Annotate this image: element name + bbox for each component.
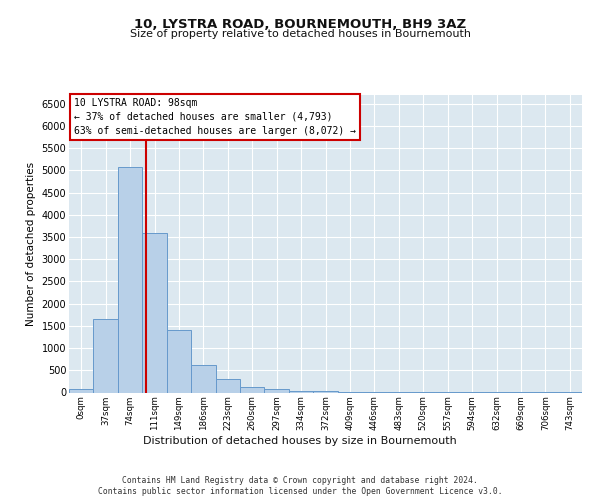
Text: Size of property relative to detached houses in Bournemouth: Size of property relative to detached ho…: [130, 29, 470, 39]
Text: 10 LYSTRA ROAD: 98sqm
← 37% of detached houses are smaller (4,793)
63% of semi-d: 10 LYSTRA ROAD: 98sqm ← 37% of detached …: [74, 98, 356, 136]
Bar: [167, 330, 191, 392]
Bar: [142, 232, 167, 392]
Bar: [289, 390, 313, 392]
Y-axis label: Number of detached properties: Number of detached properties: [26, 162, 36, 326]
Text: Distribution of detached houses by size in Bournemouth: Distribution of detached houses by size …: [143, 436, 457, 446]
Bar: [313, 391, 338, 392]
Bar: [94, 319, 118, 392]
Bar: [191, 365, 215, 392]
Bar: [240, 386, 265, 392]
Text: Contains public sector information licensed under the Open Government Licence v3: Contains public sector information licen…: [98, 487, 502, 496]
Bar: [265, 389, 289, 392]
Text: Contains HM Land Registry data © Crown copyright and database right 2024.: Contains HM Land Registry data © Crown c…: [122, 476, 478, 485]
Bar: [215, 379, 240, 392]
Bar: [118, 167, 142, 392]
Bar: [69, 390, 94, 392]
Text: 10, LYSTRA ROAD, BOURNEMOUTH, BH9 3AZ: 10, LYSTRA ROAD, BOURNEMOUTH, BH9 3AZ: [134, 18, 466, 30]
